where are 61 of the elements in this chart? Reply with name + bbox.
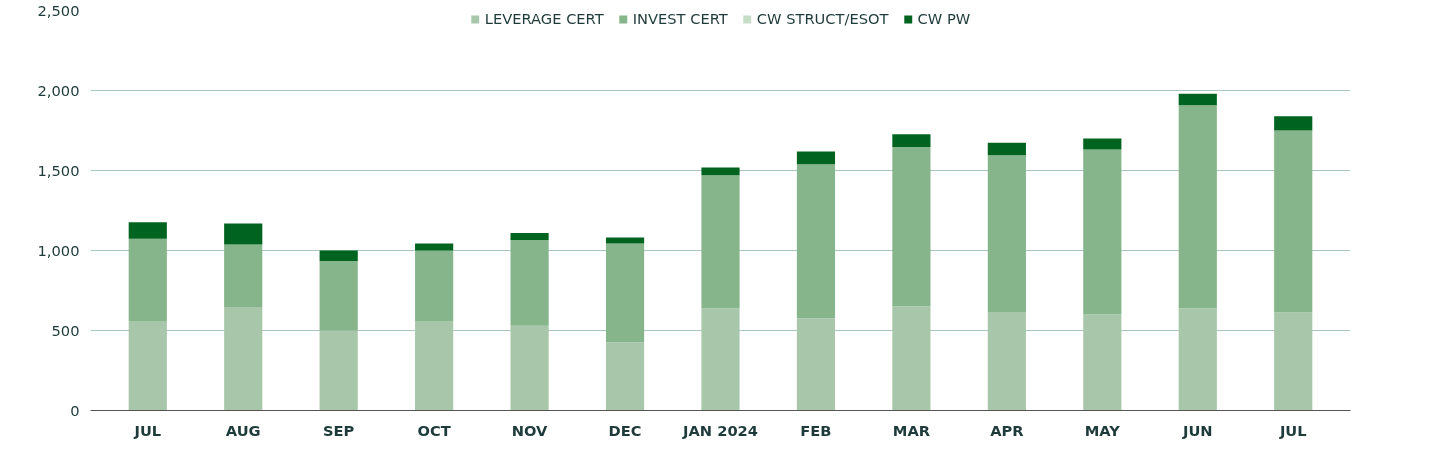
bar [510,325,549,411]
bar [892,306,931,411]
bar [701,308,740,411]
x-tick-label: SEP [323,421,355,439]
x-tick-label: JUL [133,421,162,439]
bar [796,164,836,319]
bar [892,134,931,147]
bar [1274,116,1313,131]
bar [1178,93,1217,106]
x-tick-label: AUG [225,421,261,439]
bar [701,175,740,309]
y-tick-label: 1,500 [37,161,80,179]
bar [605,342,645,411]
y-tick-label: 0 [70,401,80,419]
bar [319,261,358,331]
x-tick-label: NOV [511,421,549,439]
bar [1083,138,1122,150]
y-tick-label: 500 [51,321,80,339]
bar [987,155,1026,312]
bar [1083,149,1122,315]
legend-label: CW STRUCT/ESOT [756,10,889,27]
bar [128,321,167,411]
x-tick-label: FEB [800,421,832,439]
x-tick-label: APR [990,421,1024,439]
bar [415,321,454,411]
bar [1083,314,1122,411]
bar [128,222,167,239]
bar [987,311,1026,411]
bar [415,243,454,251]
bar [1178,105,1217,309]
bar [701,167,740,176]
x-tick-label: OCT [417,421,451,439]
bar [1274,312,1313,411]
x-tick-label: DEC [608,421,642,439]
bar [415,250,454,322]
bar [319,330,358,411]
bar [796,151,836,165]
bar [510,239,549,326]
bar [319,250,358,262]
x-tick-label: JAN 2024 [682,421,758,439]
legend-label: CW PW [917,10,971,27]
bar [605,243,645,343]
legend-label: INVEST CERT [632,10,728,27]
bar [1274,130,1313,313]
y-tick-label: 2,500 [37,1,80,19]
x-tick-label: MAR [892,421,931,439]
bar [510,232,549,240]
x-tick-label: JUL [1278,421,1307,439]
x-tick-label: MAY [1084,421,1121,439]
y-tick-label: 1,000 [37,241,80,259]
bar [224,306,263,411]
bar [128,238,167,322]
legend-label: LEVERAGE CERT [484,10,604,27]
bar [987,142,1026,156]
bar [224,244,263,307]
x-tick-label: JUN [1181,421,1213,439]
bar [892,146,931,307]
bar [796,318,836,411]
y-tick-label: 2,000 [37,81,80,99]
bar [1178,308,1217,411]
bar [224,223,263,245]
